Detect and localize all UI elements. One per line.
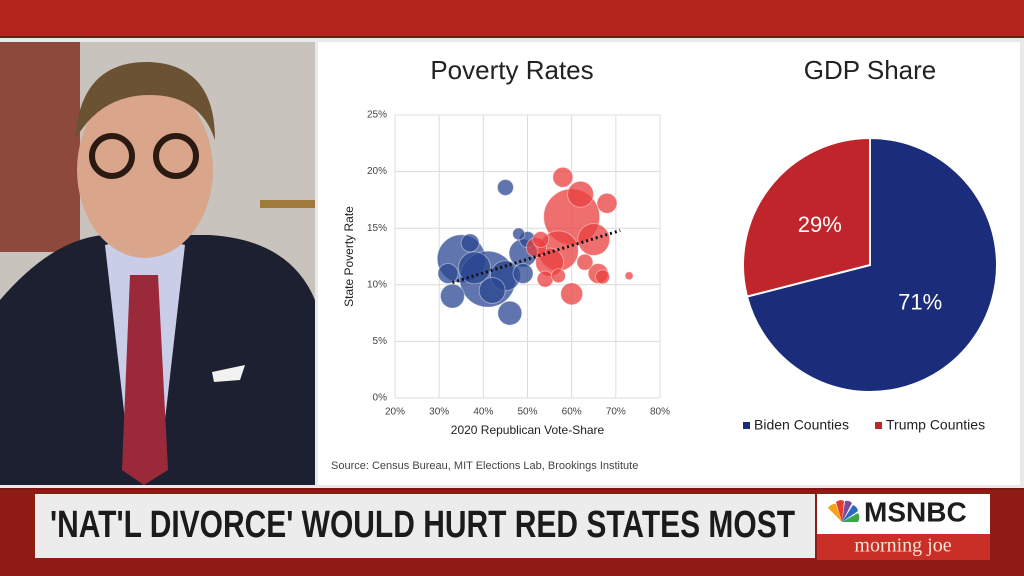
- glasses-left: [89, 133, 135, 179]
- face: [77, 82, 213, 258]
- bubble: [478, 276, 506, 304]
- feather: [842, 513, 860, 522]
- y-tick-label: 25%: [367, 110, 387, 121]
- banner: 'NAT'L DIVORCE' WOULD HURT RED STATES MO…: [0, 490, 1024, 576]
- bubble: [560, 282, 584, 306]
- legend-swatch: [875, 422, 882, 429]
- glasses-right: [153, 133, 199, 179]
- x-tick-label: 20%: [385, 407, 405, 418]
- chart-title: GDP Share: [804, 55, 936, 85]
- shelf: [260, 200, 315, 208]
- top-strip: [0, 0, 1024, 36]
- bubble: [458, 251, 491, 285]
- slice-label: 29%: [798, 212, 842, 237]
- x-tick-label: 60%: [562, 407, 582, 418]
- feather: [828, 503, 842, 522]
- x-tick-label: 70%: [606, 407, 626, 418]
- tie: [122, 275, 168, 485]
- legend-swatch: [743, 422, 750, 429]
- bubble: [596, 192, 618, 214]
- bubble: [576, 253, 594, 271]
- headline: 'NAT'L DIVORCE' WOULD HURT RED STATES MO…: [50, 504, 795, 546]
- charts: Poverty Rates 0% 5% 10% 15% 20% 25% 20% 30% 40% 50…: [331, 55, 998, 472]
- x-tick-label: 40%: [473, 407, 493, 418]
- x-tick-label: 30%: [429, 407, 449, 418]
- y-tick-label: 10%: [367, 279, 387, 290]
- x-tick-label: 50%: [517, 407, 537, 418]
- feather: [842, 505, 858, 522]
- bubble: [512, 227, 526, 241]
- bubble: [550, 268, 566, 284]
- bubble: [437, 262, 459, 284]
- bubble: [624, 271, 634, 281]
- bubble: [536, 270, 554, 288]
- trend-line: [451, 229, 621, 284]
- bubble: [496, 178, 514, 196]
- pocket-square: [212, 365, 245, 382]
- bubble: [532, 231, 550, 249]
- pie-slice: [742, 136, 871, 298]
- y-axis-label: State Poverty Rate: [342, 206, 356, 307]
- bubble: [552, 166, 574, 188]
- pie-slice: [745, 136, 998, 393]
- network-name: MSNBC: [864, 496, 967, 527]
- feather: [842, 500, 852, 522]
- source: Source: Census Bureau, MIT Elections Lab…: [331, 460, 638, 472]
- video-feed: [0, 42, 315, 485]
- bubble: [497, 300, 523, 326]
- x-axis-label: 2020 Republican Vote-Share: [451, 423, 605, 437]
- slice-label: 71%: [898, 290, 942, 315]
- y-tick-label: 0%: [373, 393, 388, 404]
- legend-label: Trump Counties: [886, 417, 985, 433]
- peacock-logo: [828, 500, 860, 522]
- hair: [75, 61, 215, 140]
- headline-box: [35, 494, 815, 558]
- y-tick-label: 15%: [367, 223, 387, 234]
- y-tick-label: 20%: [367, 166, 387, 177]
- studio-wall: [0, 42, 80, 252]
- bubble: [439, 283, 465, 309]
- show-name: morning joe: [854, 535, 951, 557]
- bubble: [577, 223, 611, 257]
- feather: [836, 500, 844, 522]
- bubble: [460, 233, 480, 253]
- show-box: [817, 534, 990, 560]
- y-tick-label: 5%: [373, 336, 388, 347]
- x-tick-label: 80%: [650, 407, 670, 418]
- legend-label: Biden Counties: [754, 417, 849, 433]
- bubble: [595, 269, 611, 285]
- chart-title: Poverty Rates: [430, 55, 593, 85]
- bubble: [567, 180, 594, 208]
- bubble: [512, 262, 534, 284]
